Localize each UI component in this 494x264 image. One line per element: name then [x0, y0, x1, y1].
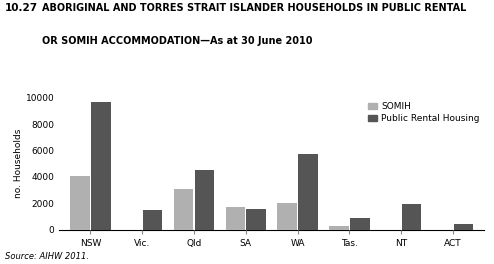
Bar	[278, 203, 297, 230]
Text: OR SOMIH ACCOMMODATION—As at 30 June 2010: OR SOMIH ACCOMMODATION—As at 30 June 201…	[42, 36, 313, 46]
Bar	[298, 154, 318, 230]
Legend: SOMIH, Public Rental Housing: SOMIH, Public Rental Housing	[369, 102, 480, 123]
Bar	[226, 206, 246, 230]
Bar	[329, 226, 349, 230]
Bar	[402, 204, 421, 230]
Bar	[143, 210, 163, 230]
Bar	[174, 189, 194, 230]
Text: ABORIGINAL AND TORRES STRAIT ISLANDER HOUSEHOLDS IN PUBLIC RENTAL: ABORIGINAL AND TORRES STRAIT ISLANDER HO…	[42, 3, 466, 13]
Bar	[91, 102, 111, 230]
Bar	[195, 170, 214, 230]
Bar	[453, 224, 473, 230]
Text: 10.27: 10.27	[5, 3, 38, 13]
Bar	[70, 176, 90, 230]
Y-axis label: no. Households: no. Households	[14, 129, 23, 198]
Bar	[350, 219, 370, 230]
Bar	[247, 209, 266, 230]
Text: Source: AIHW 2011.: Source: AIHW 2011.	[5, 252, 89, 261]
